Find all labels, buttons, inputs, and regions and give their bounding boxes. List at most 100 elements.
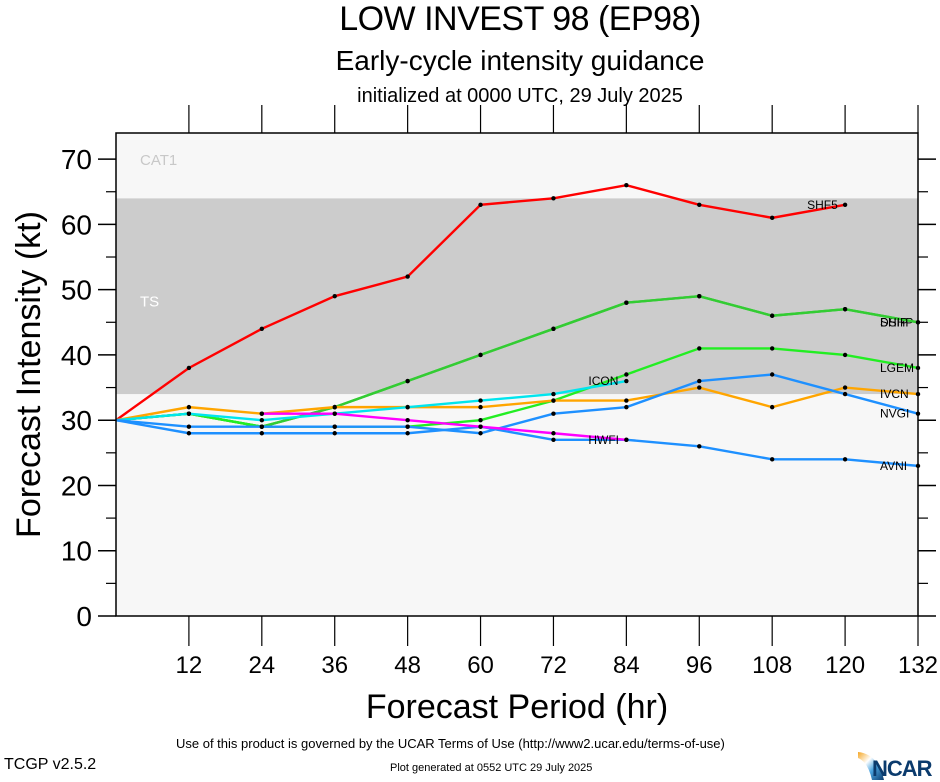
x-tick-label: 84 <box>613 652 640 679</box>
plot-frame <box>115 132 919 617</box>
data-point-ship <box>551 326 556 332</box>
y-tick-label: 40 <box>61 340 92 371</box>
series-label-ship: SHIP <box>880 315 908 329</box>
series-label-nvgi: NVGI <box>880 407 909 421</box>
data-point-nvgi <box>478 431 483 436</box>
ncar-logo-text: NCAR <box>872 756 933 781</box>
y-tick-label: 20 <box>61 470 92 501</box>
series-label-lgem: LGEM <box>880 361 914 375</box>
y-tick-label: 70 <box>61 144 92 175</box>
data-point-hwfi <box>478 424 483 429</box>
data-point-shf5 <box>332 293 337 299</box>
x-tick-label: 36 <box>321 652 348 679</box>
data-point-icon <box>259 417 265 423</box>
x-tick-label: 72 <box>540 652 567 679</box>
series-label-shf5: SHF5 <box>807 198 838 212</box>
data-point-icon <box>186 411 192 416</box>
data-point-nvgi <box>332 424 337 429</box>
data-point-ship <box>405 378 410 384</box>
band-ts <box>116 198 918 395</box>
data-point-nvgi <box>186 424 192 429</box>
data-point-ship <box>624 300 629 305</box>
data-point-ship <box>769 313 775 318</box>
series-line-icon <box>115 379 627 422</box>
chart-title: LOW INVEST 98 (EP98) <box>339 0 701 38</box>
band-label-ts: TS <box>140 293 159 310</box>
data-point-nvgi <box>551 411 556 416</box>
series-label-ivcn: IVCN <box>880 387 909 401</box>
data-point-ship <box>697 293 702 299</box>
data-point-shf5 <box>551 196 556 201</box>
data-point-lgem <box>478 417 483 423</box>
chart-subtitle: Early-cycle intensity guidance <box>335 45 705 76</box>
data-point-nvgi <box>842 391 848 397</box>
x-tick-label: 132 <box>898 652 938 679</box>
data-point-avni <box>332 431 337 436</box>
version-label: TCGP v2.5.2 <box>4 756 97 773</box>
data-point-lgem <box>624 372 629 377</box>
data-point-lgem <box>697 346 702 351</box>
data-point-ivcn <box>551 398 556 403</box>
data-point-icon <box>405 404 410 410</box>
x-tick-label: 24 <box>248 652 275 679</box>
data-point-shf5 <box>769 215 775 221</box>
data-point-hwfi <box>405 417 410 423</box>
data-point-avni <box>697 444 702 449</box>
data-point-nvgi <box>624 404 629 410</box>
data-point-ivcn <box>478 404 483 410</box>
series-label-avni: AVNI <box>880 459 907 473</box>
series-line-nvgi <box>115 373 919 435</box>
data-point-ship <box>842 307 848 312</box>
data-point-shf5 <box>697 202 702 207</box>
x-tick-label: 60 <box>467 652 494 679</box>
terms-of-use: Use of this product is governed by the U… <box>176 736 725 751</box>
series-line-ivcn <box>115 386 919 422</box>
data-point-hwfi <box>624 437 629 442</box>
data-point-nvgi <box>769 372 775 377</box>
data-point-ivcn <box>842 385 848 390</box>
data-point-nvgi <box>697 378 702 384</box>
data-point-shf5 <box>259 326 265 332</box>
data-point-hwfi <box>551 431 556 436</box>
series-label-icon: ICON <box>588 374 618 388</box>
data-point-hwfi <box>259 411 265 416</box>
data-point-avni <box>551 437 556 442</box>
data-point-avni <box>769 457 775 462</box>
data-point-nvgi <box>259 424 265 429</box>
y-axis-label: Forecast Intensity (kt) <box>10 211 48 538</box>
data-point-shf5 <box>842 202 848 207</box>
data-point-avni <box>842 457 848 462</box>
data-point-avni <box>259 431 265 436</box>
y-tick-label: 50 <box>61 275 92 306</box>
data-point-shf5 <box>186 365 192 371</box>
series-line-lgem <box>115 347 919 428</box>
init-time: initialized at 0000 UTC, 29 July 2025 <box>357 85 683 107</box>
x-axis-label: Forecast Period (hr) <box>366 688 668 726</box>
data-point-icon <box>624 378 629 384</box>
series-label-hwfi: HWFI <box>588 433 619 447</box>
x-tick-label: 12 <box>176 652 203 679</box>
data-point-ivcn <box>332 404 337 410</box>
data-point-ivcn <box>624 398 629 403</box>
data-point-hwfi <box>332 411 337 416</box>
data-point-ivcn <box>697 385 702 390</box>
data-point-icon <box>478 398 483 403</box>
x-tick-label: 108 <box>752 652 792 679</box>
y-tick-label: 60 <box>61 209 92 240</box>
x-tick-label: 48 <box>394 652 421 679</box>
series-line-hwfi <box>261 412 627 441</box>
band-label-cat1: CAT1 <box>140 152 177 169</box>
data-point-icon <box>551 391 556 397</box>
data-point-lgem <box>769 346 775 351</box>
ncar-logo-icon <box>858 752 884 780</box>
y-tick-label: 30 <box>61 405 92 436</box>
y-tick-label: 10 <box>61 536 92 567</box>
series-line-avni <box>115 419 919 468</box>
data-point-shf5 <box>405 274 410 279</box>
data-point-avni <box>405 431 410 436</box>
data-point-ship <box>478 352 483 358</box>
x-tick-label: 120 <box>825 652 865 679</box>
x-tick-label: 96 <box>686 652 713 679</box>
data-point-nvgi <box>405 424 410 429</box>
